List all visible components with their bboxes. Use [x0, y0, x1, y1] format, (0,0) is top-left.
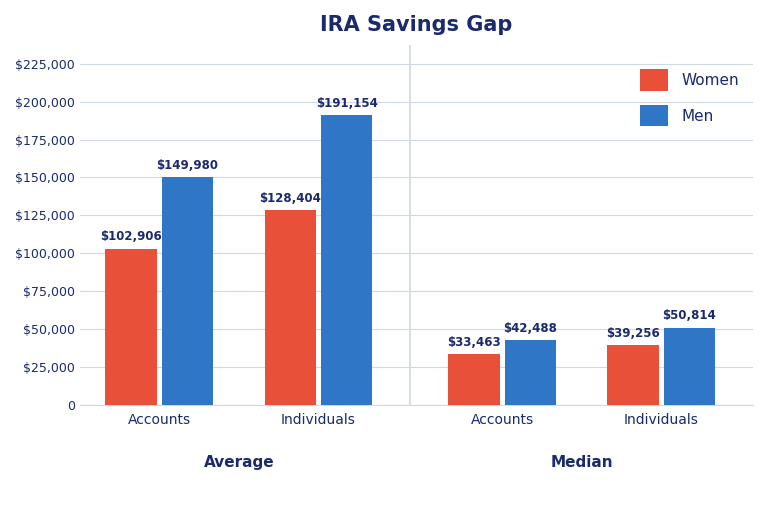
- Text: $42,488: $42,488: [503, 322, 557, 335]
- Bar: [321, 115, 372, 405]
- Text: Average: Average: [204, 455, 274, 470]
- Text: $39,256: $39,256: [606, 327, 660, 340]
- Legend: Women, Men: Women, Men: [634, 63, 746, 133]
- Bar: [607, 345, 659, 405]
- Bar: [449, 354, 500, 405]
- Title: IRA Savings Gap: IRA Savings Gap: [320, 15, 512, 35]
- Text: $149,980: $149,980: [157, 159, 218, 172]
- Text: Median: Median: [551, 455, 613, 470]
- Bar: [505, 340, 556, 405]
- Text: $191,154: $191,154: [316, 96, 378, 110]
- Text: $102,906: $102,906: [101, 230, 162, 244]
- Text: $33,463: $33,463: [447, 335, 501, 348]
- Text: $128,404: $128,404: [260, 192, 321, 205]
- Bar: [664, 328, 715, 405]
- Text: $50,814: $50,814: [663, 309, 717, 322]
- Bar: [265, 210, 316, 405]
- Bar: [105, 249, 157, 405]
- Bar: [162, 178, 214, 405]
